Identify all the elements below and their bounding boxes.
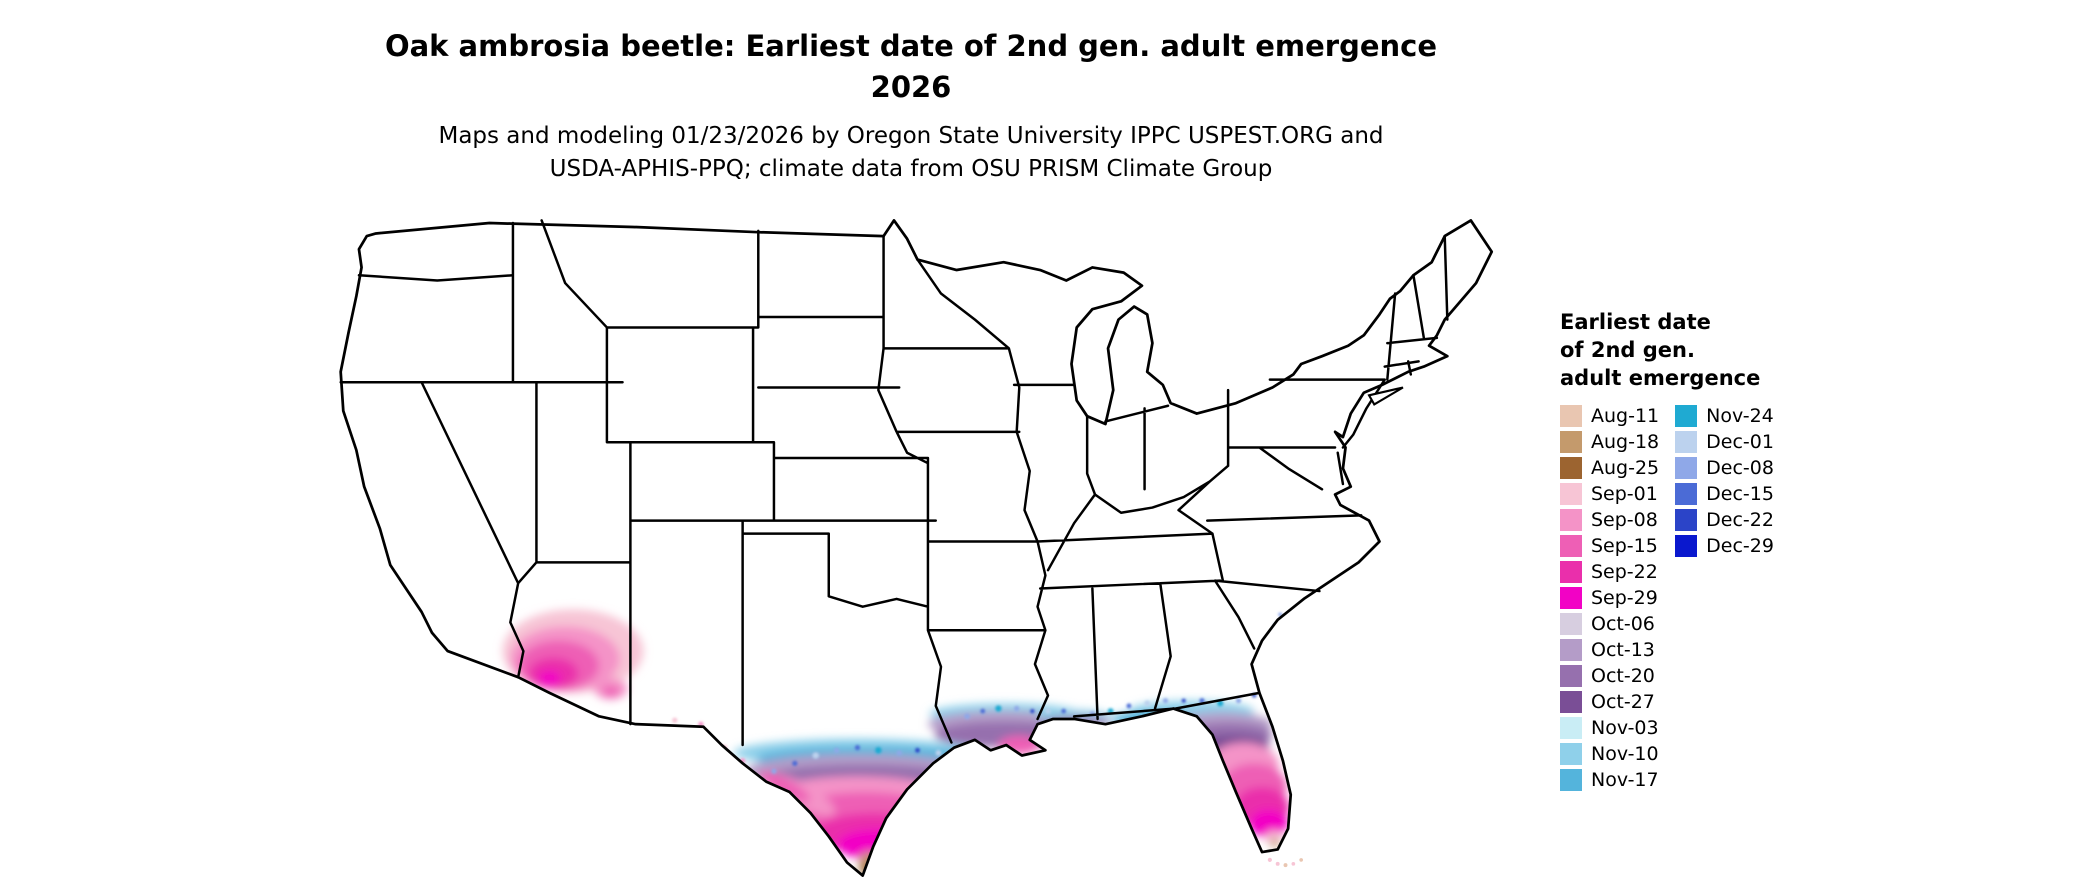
chart-title: Oak ambrosia beetle: Earliest date of 2n… xyxy=(0,26,1822,108)
us-map-svg xyxy=(339,219,1494,877)
legend-swatch xyxy=(1675,535,1698,557)
legend-title-line3: adult emergence xyxy=(1560,366,1761,390)
legend-label: Sep-22 xyxy=(1591,561,1658,583)
legend-swatch xyxy=(1560,457,1582,479)
legend-entry-nov-17: Nov-17 xyxy=(1560,769,1659,791)
legend-label: Oct-06 xyxy=(1591,613,1655,635)
legend-label: Nov-17 xyxy=(1591,769,1659,791)
legend-title: Earliest date of 2nd gen. adult emergenc… xyxy=(1560,308,1890,392)
legend-entry-sep-29: Sep-29 xyxy=(1560,587,1659,609)
legend-label: Sep-08 xyxy=(1591,509,1658,531)
legend-entry-sep-22: Sep-22 xyxy=(1560,561,1659,583)
legend-column-2: Nov-24 Dec-01 Dec-08 Dec-15 Dec-22 Dec-29 xyxy=(1675,405,1774,557)
chart-subtitle: Maps and modeling 01/23/2026 by Oregon S… xyxy=(0,120,1822,186)
legend-entry-nov-10: Nov-10 xyxy=(1560,743,1659,765)
legend-swatch xyxy=(1560,431,1582,453)
us-map xyxy=(295,210,1540,886)
florida-keys-dots xyxy=(1267,857,1304,868)
legend-swatch xyxy=(1560,509,1582,531)
legend-swatch xyxy=(1560,665,1582,687)
legend: Earliest date of 2nd gen. adult emergenc… xyxy=(1560,308,1890,791)
legend-entry-aug-25: Aug-25 xyxy=(1560,457,1659,479)
legend-swatch xyxy=(1675,483,1698,505)
legend-entry-oct-06: Oct-06 xyxy=(1560,613,1659,635)
legend-entry-nov-24: Nov-24 xyxy=(1675,405,1774,427)
legend-label: Sep-29 xyxy=(1591,587,1658,609)
legend-label: Nov-10 xyxy=(1591,743,1659,765)
legend-swatch xyxy=(1560,691,1582,713)
title-line2: 2026 xyxy=(870,70,952,104)
legend-entry-dec-15: Dec-15 xyxy=(1675,483,1774,505)
long-island xyxy=(1367,386,1404,406)
legend-entry-oct-27: Oct-27 xyxy=(1560,691,1659,713)
legend-entry-aug-18: Aug-18 xyxy=(1560,431,1659,453)
legend-entry-nov-03: Nov-03 xyxy=(1560,717,1659,739)
legend-swatch xyxy=(1560,613,1582,635)
legend-entry-sep-08: Sep-08 xyxy=(1560,509,1659,531)
legend-swatch xyxy=(1560,561,1582,583)
legend-entry-aug-11: Aug-11 xyxy=(1560,405,1659,427)
legend-label: Nov-24 xyxy=(1706,405,1774,427)
legend-swatch xyxy=(1560,743,1582,765)
legend-label: Dec-29 xyxy=(1706,535,1774,557)
legend-entry-oct-20: Oct-20 xyxy=(1560,665,1659,687)
legend-title-line2: of 2nd gen. xyxy=(1560,338,1695,362)
legend-swatch xyxy=(1675,405,1698,427)
legend-label: Oct-27 xyxy=(1591,691,1655,713)
legend-label: Oct-13 xyxy=(1591,639,1655,661)
legend-swatch xyxy=(1675,509,1698,531)
legend-entry-dec-01: Dec-01 xyxy=(1675,431,1774,453)
us-outline xyxy=(339,219,1494,877)
legend-label: Sep-01 xyxy=(1591,483,1658,505)
legend-label: Dec-01 xyxy=(1706,431,1774,453)
legend-swatch xyxy=(1675,431,1698,453)
legend-swatch xyxy=(1675,457,1698,479)
legend-swatch xyxy=(1560,769,1582,791)
state-borders xyxy=(339,219,1449,747)
legend-label: Sep-15 xyxy=(1591,535,1658,557)
legend-label: Aug-11 xyxy=(1591,405,1660,427)
legend-entry-dec-29: Dec-29 xyxy=(1675,535,1774,557)
legend-title-line1: Earliest date xyxy=(1560,310,1711,334)
legend-label: Aug-25 xyxy=(1591,457,1660,479)
legend-swatch xyxy=(1560,405,1582,427)
legend-label: Oct-20 xyxy=(1591,665,1655,687)
legend-swatch xyxy=(1560,717,1582,739)
legend-entry-oct-13: Oct-13 xyxy=(1560,639,1659,661)
legend-entry-sep-01: Sep-01 xyxy=(1560,483,1659,505)
legend-swatch xyxy=(1560,535,1582,557)
legend-entry-dec-22: Dec-22 xyxy=(1675,509,1774,531)
subtitle-line2: USDA-APHIS-PPQ; climate data from OSU PR… xyxy=(549,156,1273,182)
legend-entry-sep-15: Sep-15 xyxy=(1560,535,1659,557)
legend-label: Dec-08 xyxy=(1706,457,1774,479)
legend-label: Aug-18 xyxy=(1591,431,1660,453)
legend-entry-dec-08: Dec-08 xyxy=(1675,457,1774,479)
legend-columns: Aug-11 Aug-18 Aug-25 Sep-01 Sep-08 Sep-15 Sep-… xyxy=(1560,405,1890,791)
legend-column-1: Aug-11 Aug-18 Aug-25 Sep-01 Sep-08 Sep-15 Sep-… xyxy=(1560,405,1659,791)
legend-swatch xyxy=(1560,639,1582,661)
title-line1: Oak ambrosia beetle: Earliest date of 2n… xyxy=(384,29,1438,63)
legend-label: Dec-15 xyxy=(1706,483,1774,505)
legend-label: Nov-03 xyxy=(1591,717,1659,739)
legend-swatch xyxy=(1560,587,1582,609)
legend-label: Dec-22 xyxy=(1706,509,1774,531)
legend-swatch xyxy=(1560,483,1582,505)
subtitle-line1: Maps and modeling 01/23/2026 by Oregon S… xyxy=(438,123,1384,149)
